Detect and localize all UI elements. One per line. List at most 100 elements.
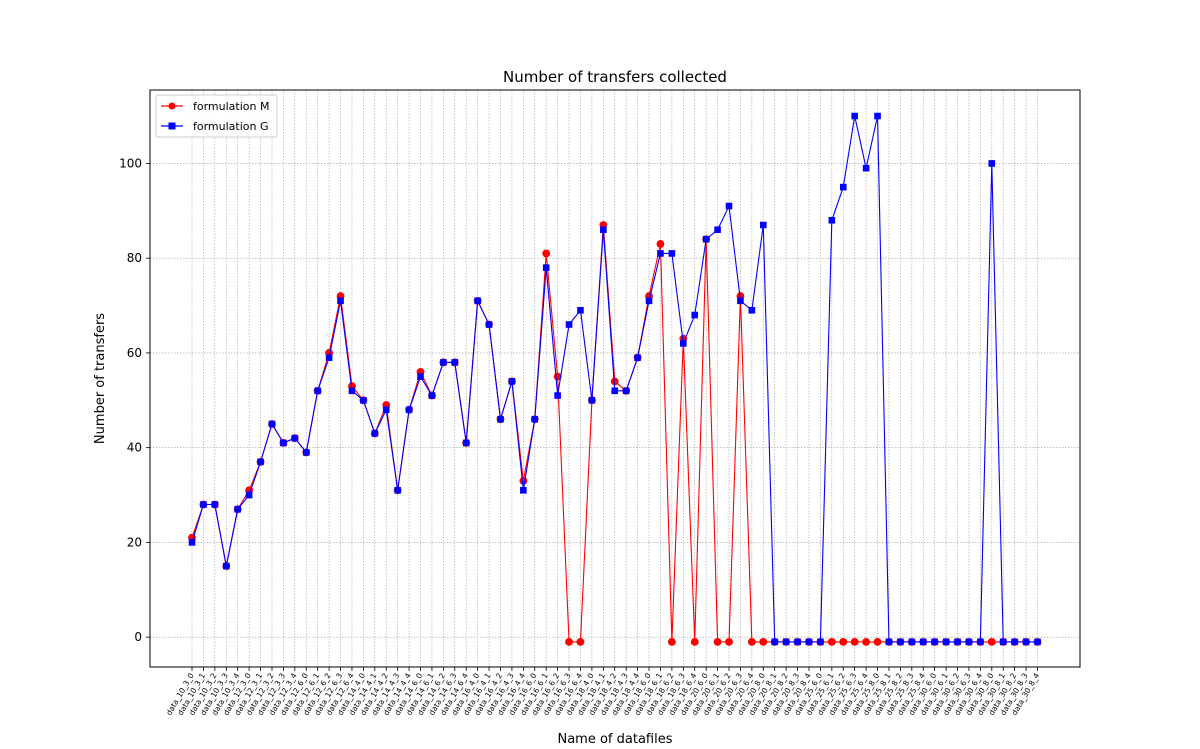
series-layer [188,112,1042,646]
data-point [371,430,379,437]
y-tick-label: 80 [127,251,142,265]
data-point [405,406,413,414]
data-point [965,638,973,646]
data-point [257,458,264,466]
data-point [600,226,607,234]
data-point [850,637,859,646]
data-point [680,340,687,347]
data-point [897,638,904,646]
data-point [827,637,836,646]
data-point [428,392,436,399]
data-point [348,387,356,395]
y-tick-label: 20 [127,535,142,549]
data-point [222,562,230,570]
series-formulation-g [188,112,1041,646]
y-tick-label: 100 [119,156,142,170]
data-point [622,387,630,395]
data-point [576,637,585,646]
data-point [325,354,333,361]
data-point [610,377,619,386]
data-point [725,637,733,646]
data-point [291,434,299,442]
data-point [268,420,276,428]
legend-label-formulation-m: formulation M [193,100,269,113]
data-point [417,373,424,380]
data-point [245,491,253,499]
data-point [999,638,1007,646]
data-point [885,638,893,646]
data-point [531,415,539,423]
legend-marker-formulation-g [168,122,176,130]
data-point [542,264,550,271]
data-point [611,387,619,395]
data-point [394,486,401,494]
data-point [462,439,470,447]
data-point [931,638,938,646]
data-point [691,311,699,319]
data-point [747,637,756,646]
data-point [862,164,870,172]
legend-label-formulation-g: formulation G [193,120,269,133]
data-point [702,235,710,243]
y-axis: 0 20 40 60 80 100 [119,156,150,644]
data-point [977,638,984,646]
y-tick-label: 40 [127,441,142,455]
x-axis-label: Name of datafiles [557,732,672,747]
data-point [588,396,596,404]
data-point [987,637,996,646]
data-point [851,112,858,120]
data-point [828,216,836,224]
data-point [1022,638,1030,646]
data-point [645,297,653,305]
y-tick-label: 60 [127,346,142,360]
y-tick-label: 0 [134,630,142,644]
chart-title: Number of transfers collected [503,68,727,86]
y-axis-label: Number of transfers [93,313,108,444]
data-point [497,415,504,423]
data-point [759,221,767,229]
data-point [668,250,676,257]
data-point [919,638,927,646]
data-point [485,321,493,328]
data-point [874,112,881,120]
data-point [805,638,813,646]
data-point [782,638,790,646]
data-point [337,297,344,305]
data-point [280,439,287,447]
data-point [314,387,321,395]
data-point [713,637,722,646]
data-point [737,297,744,305]
data-point [759,637,768,646]
data-point [565,637,573,646]
data-point [188,539,196,546]
data-point [656,240,665,248]
data-point [988,160,996,167]
data-point [382,406,390,414]
data-point [873,637,882,646]
data-point [771,638,779,646]
data-point [748,306,756,314]
data-point [474,297,481,305]
data-point [839,637,848,646]
legend: formulation M formulation G [155,94,278,138]
data-point [794,638,801,646]
legend-frame [155,94,278,138]
data-point [634,354,641,361]
data-point [302,449,310,456]
legend-marker-formulation-m [168,102,176,110]
data-point [862,637,871,646]
data-point [714,226,721,234]
data-point [954,638,961,646]
data-point [908,638,916,646]
data-point [519,476,528,485]
data-point [234,505,242,513]
data-point [942,638,950,646]
data-point [542,249,551,258]
data-point [690,637,699,646]
data-point [520,486,527,494]
data-point [577,306,584,314]
data-point [1034,638,1041,646]
x-axis: data_10_3_0data_10_3_1data_10_3_2data_10… [164,667,1041,717]
data-point [451,359,459,366]
